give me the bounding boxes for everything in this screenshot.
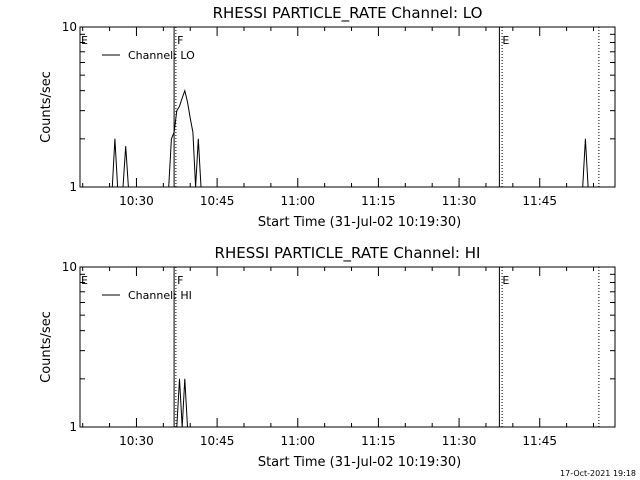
y-axis-label: Counts/sec <box>39 71 54 143</box>
edge-marker-label: E <box>81 34 88 47</box>
x-tick-label: 10:45 <box>200 434 235 448</box>
x-tick-label: 11:00 <box>280 434 315 448</box>
x-axis: 10:30 10:45 11:00 11:15 11:30 11:45 <box>82 267 594 448</box>
y-axis: 1 10 <box>62 20 615 194</box>
x-tick-label: 10:30 <box>119 194 154 208</box>
series-line <box>176 378 188 428</box>
footer-timestamp: 17-Oct-2021 19:18 <box>560 469 636 478</box>
chart-title: RHESSI PARTICLE_RATE Channel: HI <box>215 244 481 263</box>
event-markers: F EE <box>81 27 600 187</box>
y-tick-label: 1 <box>69 180 77 194</box>
marker-label: F <box>177 274 183 287</box>
x-tick-label: 11:15 <box>361 194 396 208</box>
chart-title: RHESSI PARTICLE_RATE Channel: LO <box>213 4 483 23</box>
event-markers: F EE <box>81 267 600 427</box>
x-axis-label: Start Time (31-Jul-02 10:19:30) <box>258 215 461 230</box>
marker-label: E <box>502 34 509 47</box>
marker-label: F <box>177 34 183 47</box>
x-tick-label: 11:45 <box>522 194 557 208</box>
x-tick-label: 11:45 <box>522 434 557 448</box>
y-tick-label: 10 <box>62 20 77 34</box>
x-axis: 10:30 10:45 11:00 11:15 11:30 11:45 <box>82 27 594 208</box>
x-tick-label: 11:30 <box>442 194 477 208</box>
legend-entry: Channel: HI <box>128 289 192 302</box>
legend: Channel: LO <box>102 49 195 62</box>
y-axis-label: Counts/sec <box>39 311 54 383</box>
legend: Channel: HI <box>102 289 192 302</box>
x-axis-label: Start Time (31-Jul-02 10:19:30) <box>258 455 461 470</box>
x-tick-label: 11:00 <box>280 194 315 208</box>
edge-marker-label: E <box>81 274 88 287</box>
legend-entry: Channel: LO <box>128 49 195 62</box>
y-tick-label: 1 <box>69 420 77 434</box>
y-tick-label: 10 <box>62 260 77 274</box>
series-line <box>111 88 589 188</box>
x-tick-label: 10:45 <box>200 194 235 208</box>
x-tick-label: 11:30 <box>442 434 477 448</box>
plot-frame <box>79 266 616 428</box>
y-axis: 1 10 <box>62 260 615 434</box>
x-tick-label: 11:15 <box>361 434 396 448</box>
marker-label: E <box>502 274 509 287</box>
x-tick-label: 10:30 <box>119 434 154 448</box>
